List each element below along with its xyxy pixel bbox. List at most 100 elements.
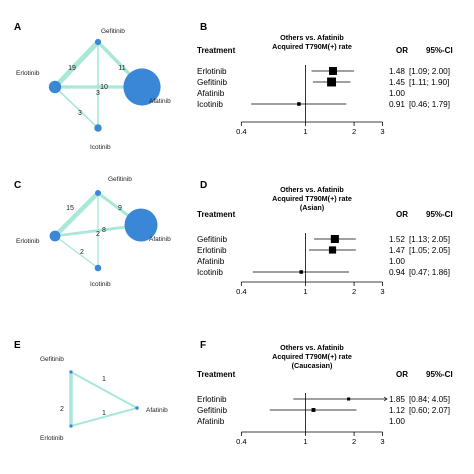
panel-label: F [200,340,206,351]
treatment-label: Afatinib [197,417,225,426]
network-node [94,264,102,272]
panel-label: A [14,22,21,33]
network-node [48,80,62,94]
x-tick-label: 1 [303,127,307,136]
network-node [94,38,102,46]
column-header-or: OR [396,210,408,219]
point-estimate [299,270,303,274]
ci-value: [0.47; 1.86] [409,268,450,277]
ci-arrow [383,396,388,402]
or-value: 1.48 [389,67,405,76]
edge-count-label: 8 [102,227,106,234]
ci-value: [1.11; 1.90] [409,78,449,87]
treatment-label: Gefitinib [197,78,227,87]
x-tick-label: 3 [380,127,384,136]
x-tick-label: 0.4 [236,437,247,446]
network-edge [70,371,138,409]
x-tick-label: 0.4 [236,127,247,136]
forest-title: Acquired T790M(+) rate [272,352,352,361]
panel-label: E [14,340,21,351]
or-value: 1.47 [389,246,405,255]
network-edge [70,407,138,427]
treatment-label: Afatinib [197,89,225,98]
edge-count-label: 15 [66,205,74,212]
network-edge [52,190,101,239]
node-label: Afatinib [149,236,171,243]
panel-label: C [14,180,21,191]
or-value: 1.12 [389,406,405,415]
or-value: 1.45 [389,78,405,87]
edge-count-label: 9 [118,205,122,212]
node-label: Gefitinib [101,28,125,35]
network-node [94,124,102,132]
ci-value: [1.05; 2.05] [409,246,450,255]
x-tick-label: 3 [380,437,384,446]
network-node [95,190,101,196]
point-estimate [347,397,351,401]
edge-count-label: 10 [100,84,108,91]
or-value: 1.00 [389,89,405,98]
column-header-ci: 95%-CI [426,46,453,55]
network-edge [54,86,99,129]
or-value: 1.00 [389,257,405,266]
treatment-label: Erlotinib [197,395,227,404]
column-header-treatment: Treatment [197,46,236,55]
or-value: 0.94 [389,268,405,277]
ci-value: [0.46; 1.79] [409,100,450,109]
ci-value: [1.13; 2.05] [409,235,450,244]
node-label: Gefitinib [108,176,132,183]
or-value: 0.91 [389,100,405,109]
column-header-treatment: Treatment [197,210,236,219]
column-header-ci: 95%-CI [426,370,453,379]
network-edge [52,39,101,90]
treatment-label: Icotinib [197,100,223,109]
network-edge [54,235,99,269]
point-estimate [328,246,337,254]
x-tick-label: 1 [303,437,307,446]
or-value: 1.52 [389,235,405,244]
node-label: Afatinib [146,407,168,414]
forest-title: Acquired T790M(+) rate [272,194,352,203]
x-tick-label: 2 [352,127,356,136]
node-label: Erlotinib [16,238,40,245]
edge-count-label: 19 [68,65,76,72]
x-tick-label: 3 [380,287,384,296]
edge-count-label: 11 [118,65,125,72]
or-value: 1.85 [389,395,405,404]
forest-title: Others vs. Afatinib [280,185,344,194]
column-header-ci: 95%-CI [426,210,453,219]
column-header-or: OR [396,370,408,379]
ci-value: [0.60; 2.07] [409,406,450,415]
panel-label: B [200,22,207,33]
edge-count-label: 3 [78,110,82,117]
panel-label: D [200,180,207,191]
node-label: Afatinib [149,98,171,105]
edge-count-label: 2 [96,231,100,238]
column-header-or: OR [396,46,408,55]
point-estimate [329,67,337,75]
treatment-label: Gefitinib [197,235,227,244]
node-label: Erlotinib [16,70,40,77]
treatment-label: Erlotinib [197,67,227,76]
x-tick-label: 2 [352,287,356,296]
network-node [69,370,73,374]
network-node [69,424,73,428]
edge-count-label: 3 [96,90,100,97]
x-tick-label: 0.4 [236,287,247,296]
network-node [124,208,158,242]
network-node [135,406,139,410]
point-estimate [297,102,301,106]
node-label: Icotinib [90,144,111,151]
point-estimate [311,408,316,412]
edge-count-label: 1 [102,376,106,383]
forest-title: (Caucasian) [292,361,333,370]
edge-count-label: 2 [80,249,84,256]
forest-title: Others vs. Afatinib [280,343,344,352]
point-estimate [330,234,339,244]
point-estimate [327,77,337,87]
treatment-label: Afatinib [197,257,225,266]
treatment-label: Icotinib [197,268,223,277]
forest-title: Acquired T790M(+) rate [272,42,352,51]
network-node [123,68,161,106]
